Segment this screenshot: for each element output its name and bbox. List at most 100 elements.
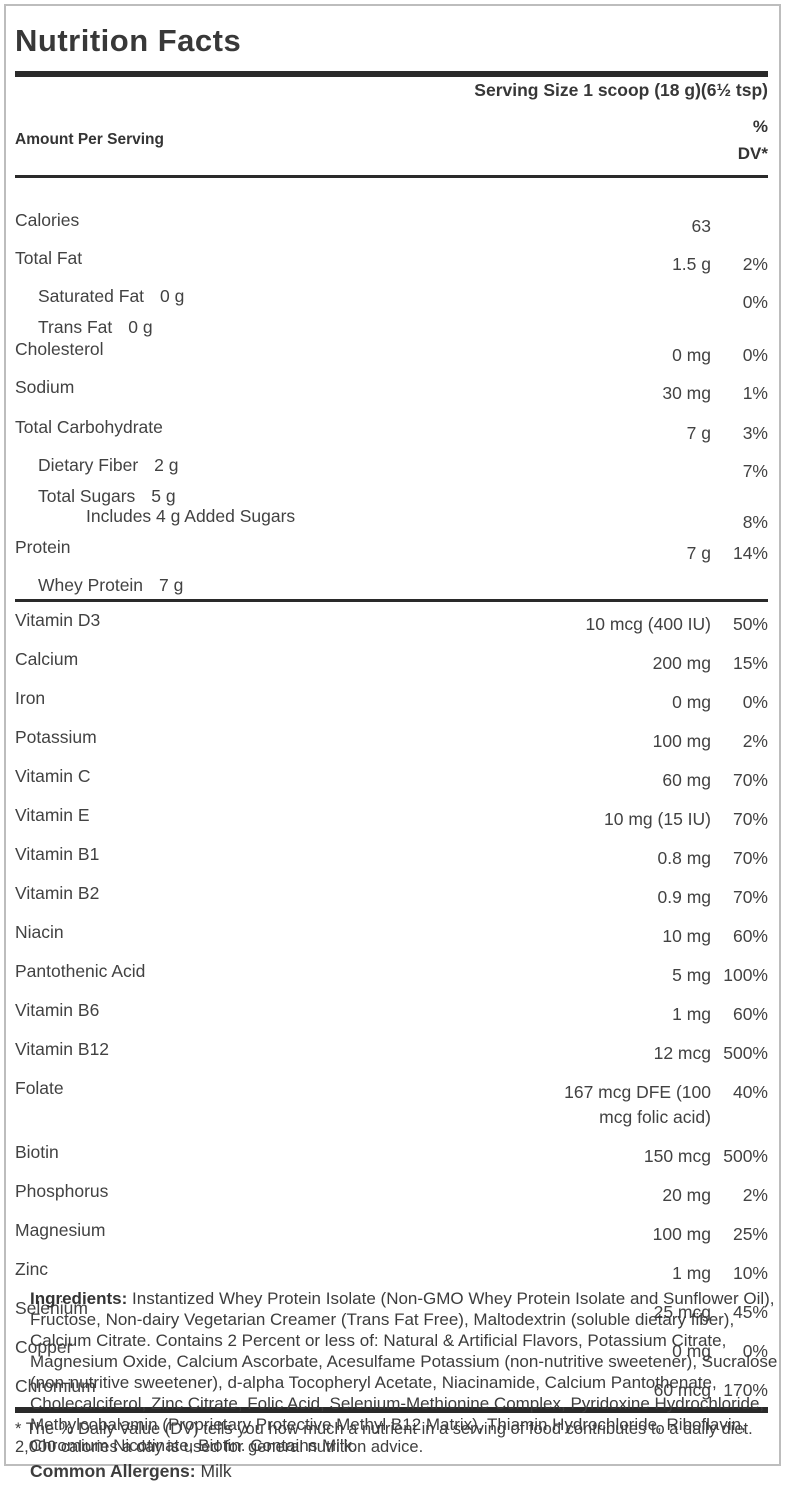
nutrient-amount: 167 mcg DFE (100 mcg folic acid) (564, 1082, 711, 1133)
nutrient-row: Cholesterol 0 mg 0% (15, 340, 768, 365)
nutrient-dv: 25% (732, 1224, 768, 1244)
nutrient-name: Calories (15, 210, 80, 230)
nutrient-amount-line1: 0 mg (672, 345, 711, 365)
nutrient-row: Protein 7 g 14% (15, 538, 768, 563)
nutrient-name: Selenium (15, 1298, 88, 1318)
ingredients-label: Ingredients: (30, 1289, 128, 1308)
nutrient-dv: 100% (723, 965, 768, 985)
nutrient-name: Niacin (15, 922, 64, 942)
serving-size: Serving Size 1 scoop (18 g)(6½ tsp) (474, 80, 768, 100)
nutrient-row: Copper 0 mg 0% (15, 1338, 768, 1363)
nutrient-amount-line1: 167 mcg DFE (100 (564, 1082, 711, 1102)
nutrient-dv: 500% (723, 1043, 768, 1063)
nutrient-amount: 0 mg (672, 692, 711, 718)
nutrient-dv: 1% (742, 383, 768, 403)
nutrient-amount-line1: 20 mg (662, 1185, 711, 1205)
nutrient-dv: 3% (742, 423, 768, 443)
nutrient-dv: 0% (742, 1341, 768, 1361)
footnote-divider-bar (15, 1407, 768, 1413)
nutrient-dv: 2% (742, 1185, 768, 1205)
nutrient-name: Folate (15, 1078, 64, 1098)
nutrient-amount-line1: 0 mg (672, 692, 711, 712)
nutrient-amount-line1: 7 g (686, 543, 711, 563)
nutrient-row: Pantothenic Acid 5 mg 100% (15, 962, 768, 987)
nutrient-amount-line1: 60 mg (662, 770, 711, 790)
nutrient-name: Whey Protein (38, 575, 144, 595)
nutrient-amount: 1.5 g (672, 254, 711, 280)
nutrient-dv: 7% (742, 461, 768, 481)
dv-abbrev: DV* (737, 144, 768, 163)
nutrient-name: Vitamin E (15, 805, 90, 825)
nutrient-amount: 12 mcg (654, 1043, 711, 1069)
nutrient-row: Trans Fat 0 g (15, 318, 768, 336)
nutrient-amount-line1: 150 mcg (643, 1146, 711, 1166)
nutrient-name: Chromium (15, 1376, 96, 1396)
nutrient-dv: 70% (732, 848, 768, 868)
nutrient-dv: 14% (732, 543, 768, 563)
title-divider-bar (15, 71, 768, 77)
nutrient-dv: 170% (723, 1380, 768, 1400)
nutrient-inline-amount: 0 g (128, 317, 153, 337)
nutrient-row: Total Fat 1.5 g 2% (15, 249, 768, 274)
nutrient-amount: 150 mcg (644, 1146, 711, 1172)
nutrient-name: Includes 4 g Added Sugars (86, 506, 296, 526)
nutrient-row: Includes 4 g Added Sugars 8% (15, 506, 768, 531)
nutrient-name: Sodium (15, 377, 75, 397)
header-divider-bar (15, 175, 768, 178)
nutrient-amount-line1: 63 (691, 216, 711, 236)
nutrient-row: Vitamin B6 1 mg 60% (15, 1001, 768, 1026)
nutrient-amount: 63 (692, 216, 711, 242)
nutrient-amount-line1: 7 g (686, 423, 711, 443)
nutrient-amount: 10 mg (15 IU) (604, 809, 711, 835)
nutrient-amount: 100 mg (653, 731, 711, 757)
nutrient-amount: 5 mg (672, 965, 711, 991)
nutrient-amount: 0 mg (672, 1341, 711, 1367)
nutrient-name: Protein (15, 537, 71, 557)
nutrient-dv: 60% (732, 926, 768, 946)
nutrition-facts-panel: Nutrition Facts Serving Size 1 scoop (18… (4, 4, 781, 1466)
nutrient-dv: 2% (742, 731, 768, 751)
nutrient-row: Total Carbohydrate 7 g 3% (15, 418, 768, 443)
micro-rows: Vitamin D3 10 mcg (400 IU) 50% Calcium 200 m… (15, 602, 768, 1402)
daily-value-footnote: * The % Daily Value (DV) tells you how m… (15, 1420, 753, 1456)
nutrient-row: Chromium 60 mcg 170% (15, 1377, 768, 1402)
nutrient-amount-line1: 10 mcg (400 IU) (585, 614, 711, 634)
ingredients-text: Instantized Whey Protein Isolate (Non-GM… (30, 1289, 778, 1455)
nutrient-name: Zinc (15, 1259, 49, 1279)
nutrient-row: Total Sugars 5 g (15, 487, 768, 505)
nutrient-amount-line1: 1 mg (672, 1004, 711, 1024)
nutrient-name: Trans Fat (38, 317, 113, 337)
nutrient-name: Vitamin B2 (15, 883, 100, 903)
nutrient-dv: 45% (732, 1302, 768, 1322)
nutrient-name: Pantothenic Acid (15, 961, 146, 981)
allergens-value: Milk (195, 1461, 232, 1481)
nutrient-name: Vitamin B12 (15, 1039, 110, 1059)
nutrient-row: Calcium 200 mg 15% (15, 650, 768, 675)
nutrient-dv: 50% (732, 614, 768, 634)
nutrient-row: Vitamin C 60 mg 70% (15, 767, 768, 792)
macro-rows: Calories 63 Total Fat 1.5 g 2% Saturated Fat 0… (15, 178, 768, 594)
nutrient-name: Total Carbohydrate (15, 417, 163, 437)
nutrient-row: Iron 0 mg 0% (15, 689, 768, 714)
nutrient-amount-line1: 0 mg (672, 1341, 711, 1361)
nutrient-amount: 200 mg (653, 653, 711, 679)
nutrient-row: Folate 167 mcg DFE (100 mcg folic acid) 40% (15, 1079, 768, 1129)
nutrient-row: Vitamin D3 10 mcg (400 IU) 50% (15, 611, 768, 636)
nutrient-dv: 70% (732, 770, 768, 790)
nutrient-amount-line1: 0.8 mg (657, 848, 712, 868)
nutrient-amount: 1 mg (672, 1263, 711, 1289)
nutrient-name: Total Sugars (38, 486, 136, 506)
nutrient-amount: 0 mg (672, 345, 711, 371)
nutrient-name: Total Fat (15, 248, 83, 268)
nutrient-amount: 60 mcg (654, 1380, 711, 1406)
nutrient-dv: 60% (732, 1004, 768, 1024)
nutrient-dv: 70% (732, 887, 768, 907)
nutrient-amount-line1: 30 mg (662, 383, 711, 403)
nutrient-row: Vitamin B1 0.8 mg 70% (15, 845, 768, 870)
nutrient-name: Cholesterol (15, 339, 104, 359)
nutrient-amount-line1: 100 mg (652, 1224, 711, 1244)
nutrient-amount: 1 mg (672, 1004, 711, 1030)
nutrient-inline-amount: 7 g (159, 575, 184, 595)
nutrient-row: Zinc 1 mg 10% (15, 1260, 768, 1285)
